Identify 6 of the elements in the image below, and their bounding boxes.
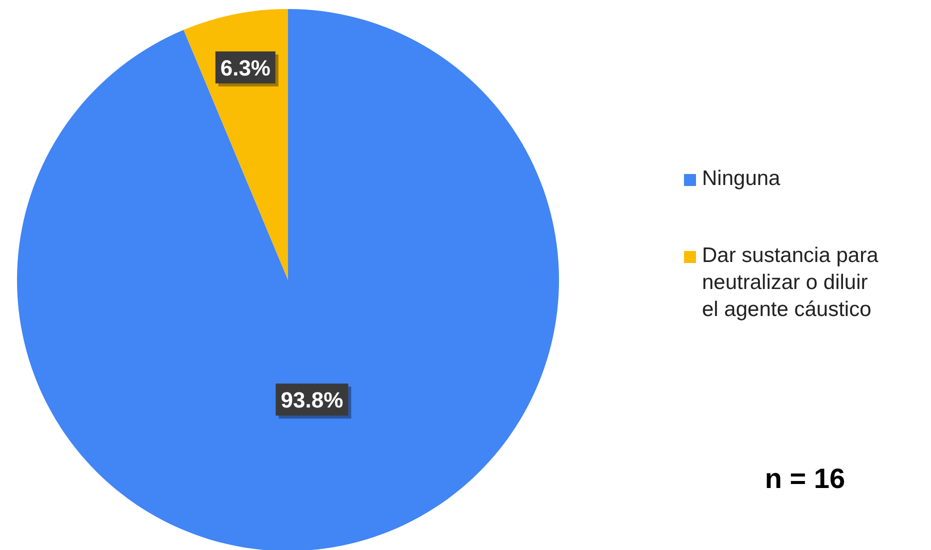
pie-slice: [17, 9, 559, 550]
legend-label: Ninguna: [702, 167, 781, 190]
legend-label: Dar sustancia para neutralizar o diluir el agente cáustico: [702, 244, 879, 321]
text: n = 16: [764, 463, 846, 494]
data-label: 6.3%: [220, 55, 270, 80]
data-label: 93.8%: [280, 388, 344, 413]
